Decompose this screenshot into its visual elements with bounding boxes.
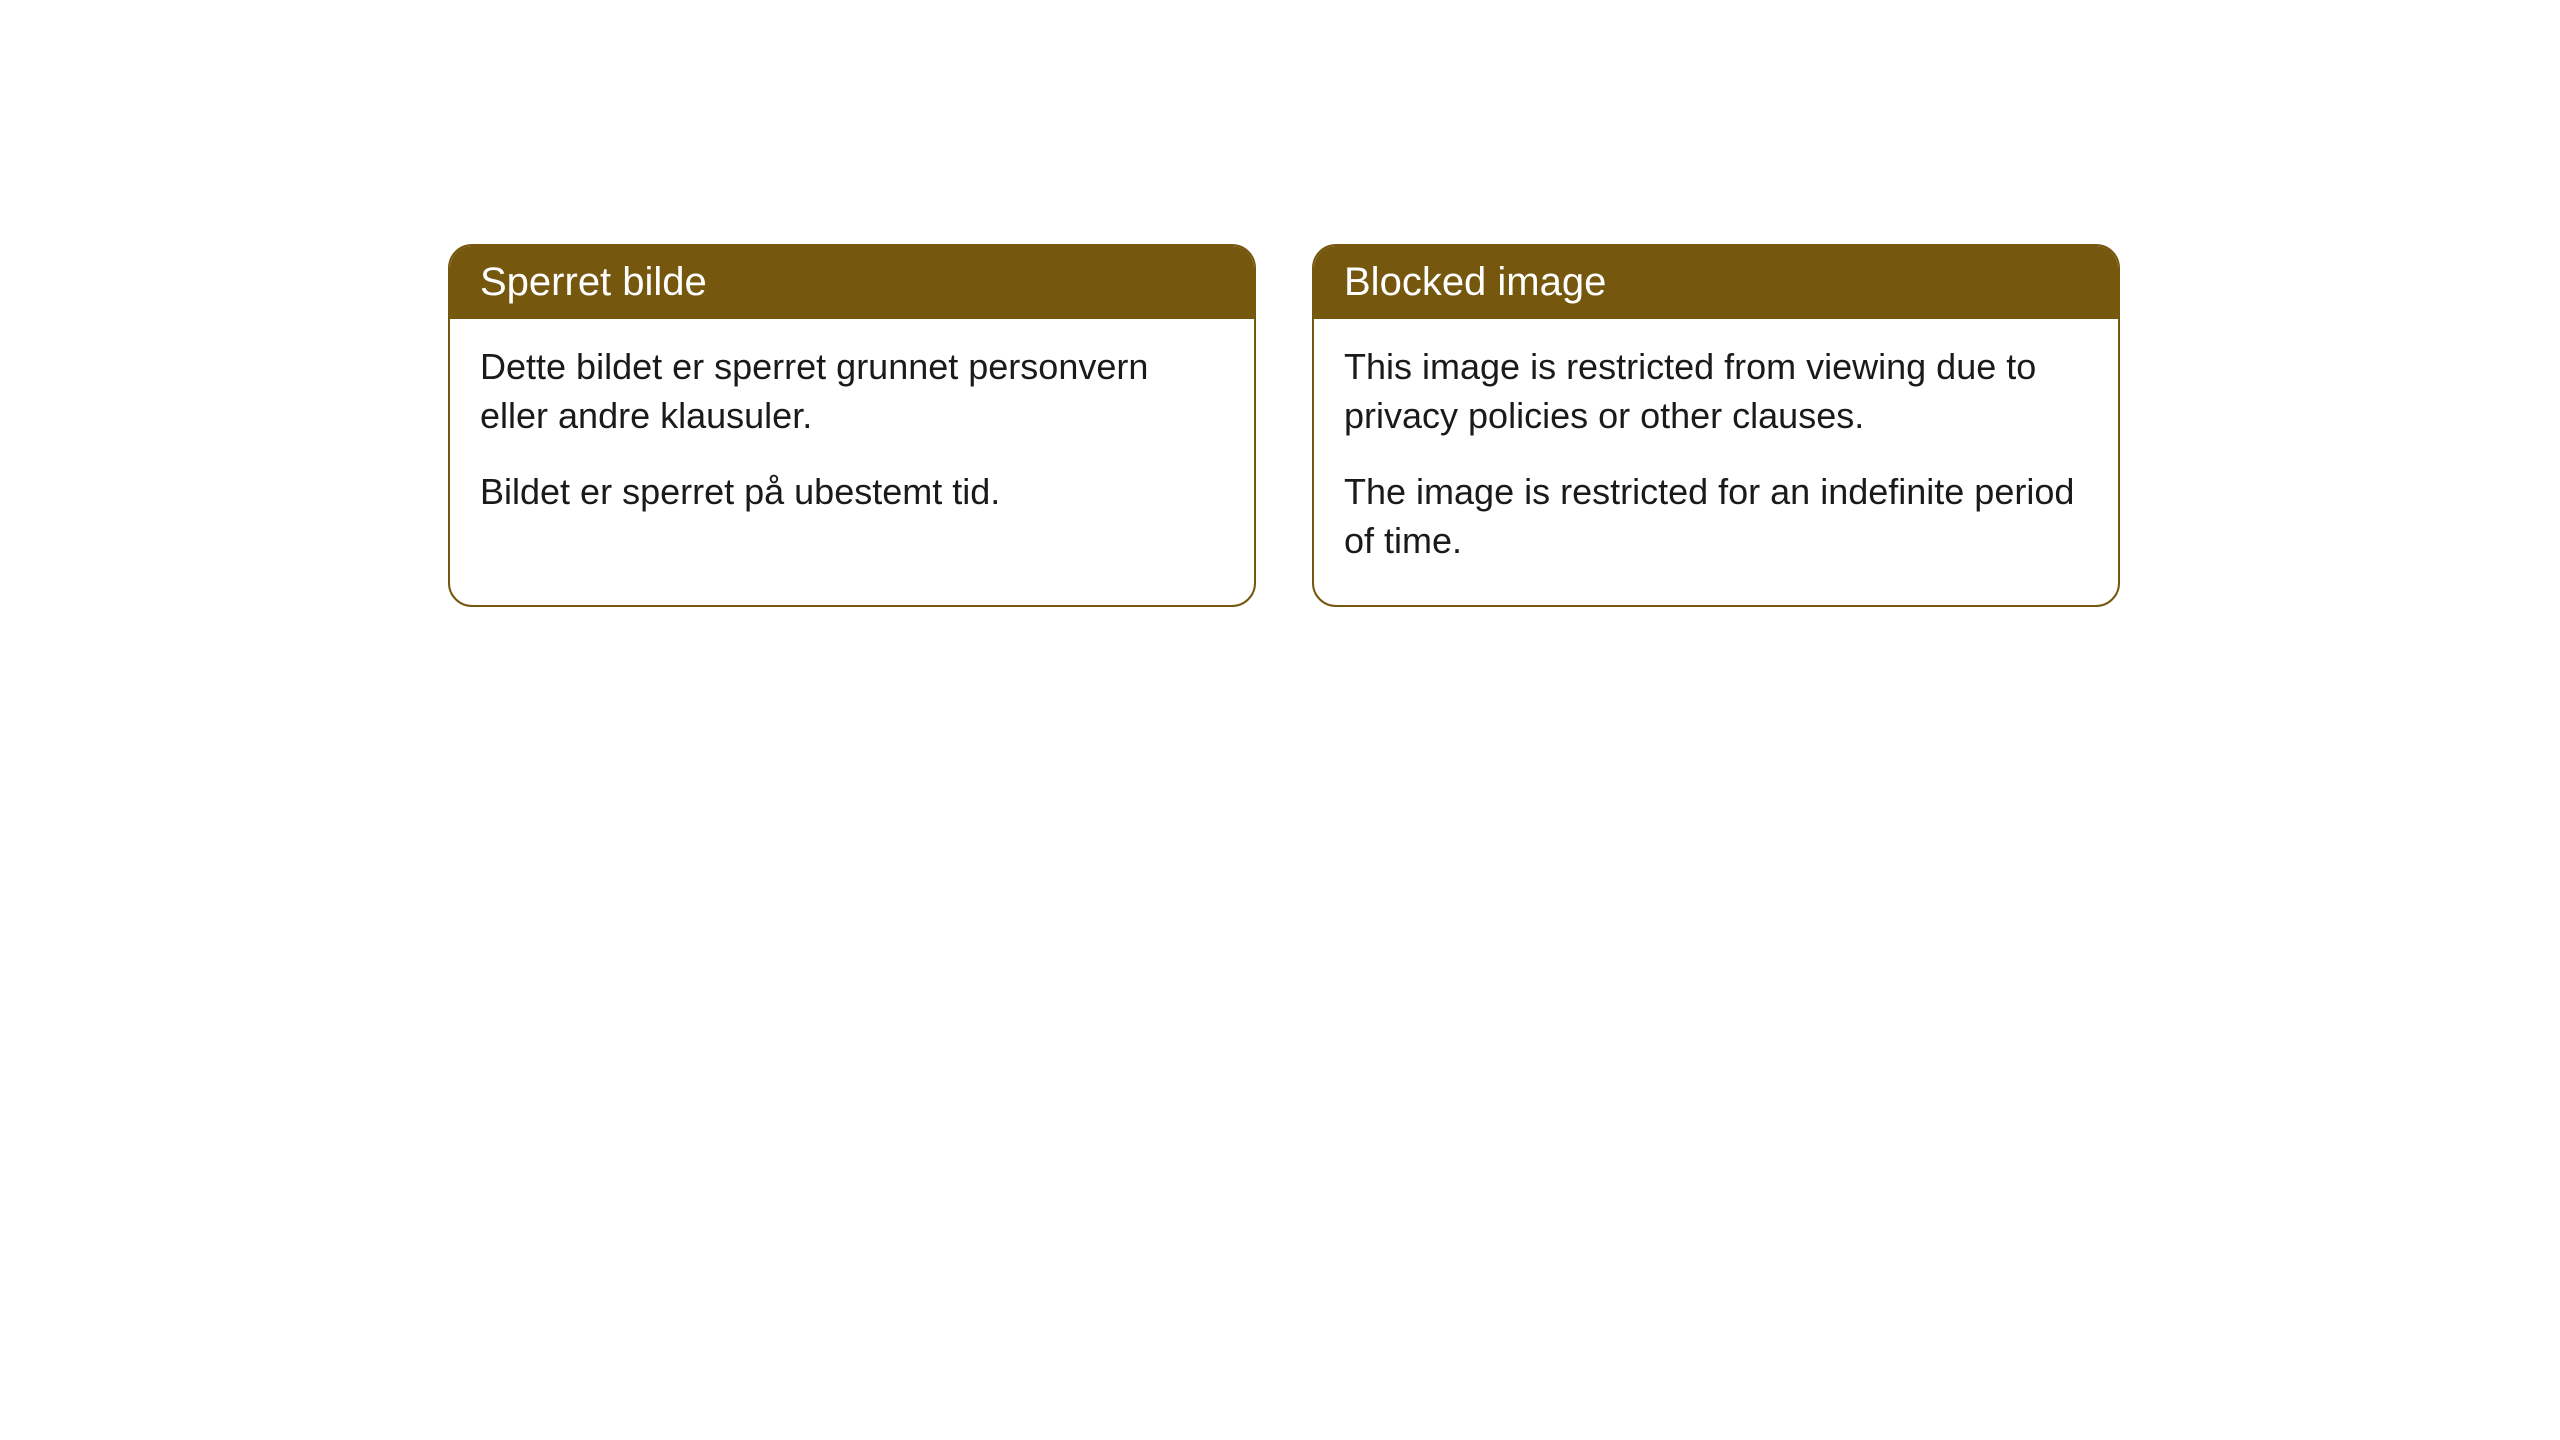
card-paragraph: This image is restricted from viewing du… — [1344, 343, 2088, 440]
card-paragraph: The image is restricted for an indefinit… — [1344, 468, 2088, 565]
blocked-image-card-norwegian: Sperret bilde Dette bildet er sperret gr… — [448, 244, 1256, 607]
blocked-image-card-english: Blocked image This image is restricted f… — [1312, 244, 2120, 607]
card-body: This image is restricted from viewing du… — [1314, 319, 2118, 605]
card-header: Blocked image — [1314, 246, 2118, 319]
notice-cards-container: Sperret bilde Dette bildet er sperret gr… — [448, 244, 2560, 607]
card-paragraph: Dette bildet er sperret grunnet personve… — [480, 343, 1224, 440]
card-header: Sperret bilde — [450, 246, 1254, 319]
card-title: Blocked image — [1344, 260, 1606, 304]
card-body: Dette bildet er sperret grunnet personve… — [450, 319, 1254, 557]
card-title: Sperret bilde — [480, 260, 707, 304]
card-paragraph: Bildet er sperret på ubestemt tid. — [480, 468, 1224, 517]
